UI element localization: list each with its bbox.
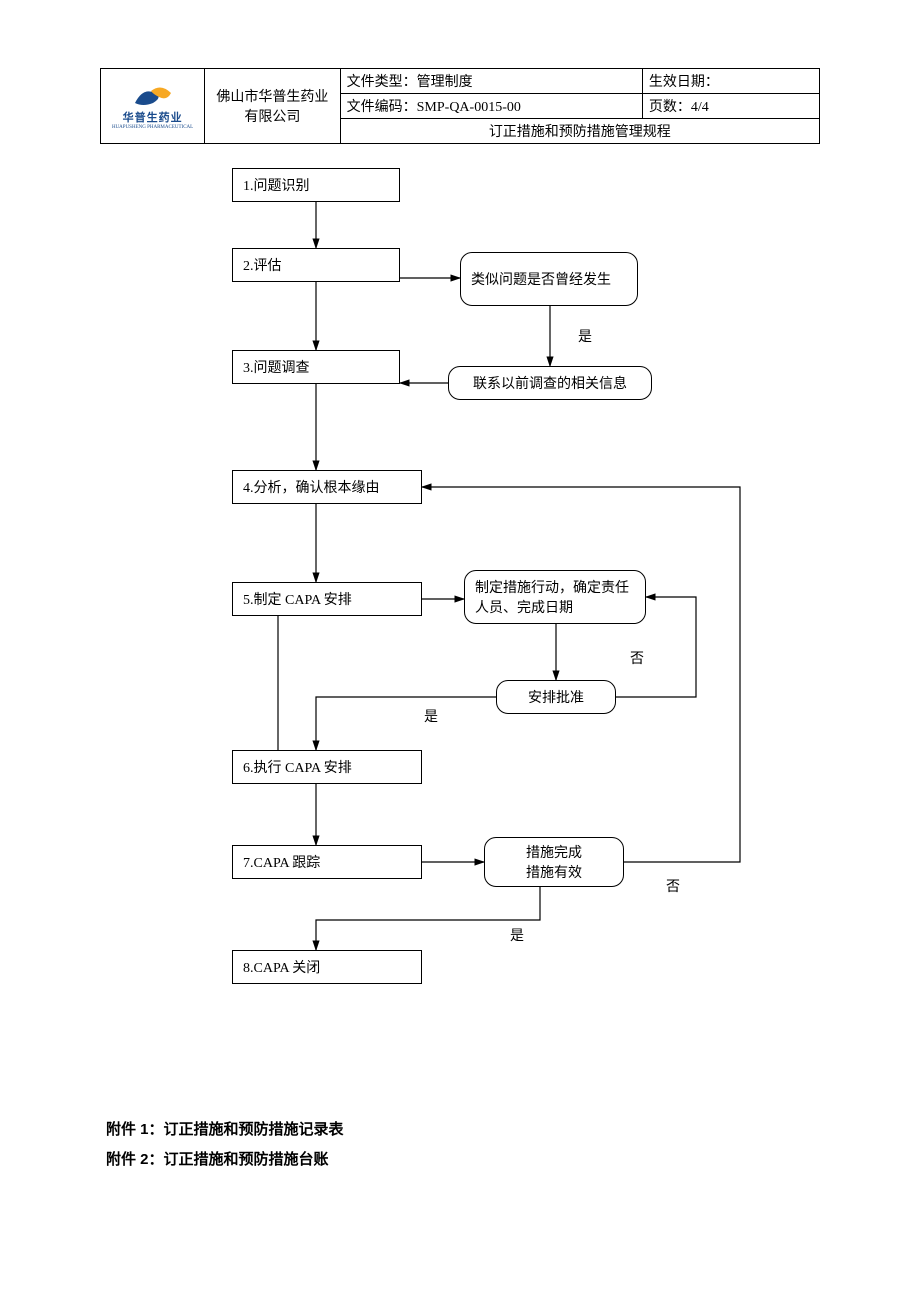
- flow-node-q3: 措施完成措施有效: [484, 837, 624, 887]
- flow-node-n4: 4.分析，确认根本缘由: [232, 470, 422, 504]
- document-title: 订正措施和预防措施管理规程: [340, 119, 819, 144]
- flow-node-n1: 1.问题识别: [232, 168, 400, 202]
- attachment-2: 附件 2：订正措施和预防措施台账: [106, 1145, 344, 1175]
- effective-date: 生效日期：: [642, 69, 819, 94]
- edge-label: 是: [510, 925, 524, 945]
- flow-node-n7: 7.CAPA 跟踪: [232, 845, 422, 879]
- page-number: 页数：4/4: [642, 94, 819, 119]
- flow-node-n6: 6.执行 CAPA 安排: [232, 750, 422, 784]
- flow-node-n3: 3.问题调查: [232, 350, 400, 384]
- edge-label: 是: [578, 326, 592, 346]
- logo-cell: 华普生药业 HUAPUSHENG PHARMACEUTICAL: [101, 69, 205, 144]
- flow-node-q1: 类似问题是否曾经发生: [460, 252, 638, 306]
- document-header: 华普生药业 HUAPUSHENG PHARMACEUTICAL 佛山市华普生药业…: [100, 68, 820, 144]
- doc-type: 文件类型：管理制度: [340, 69, 642, 94]
- flow-node-q2: 安排批准: [496, 680, 616, 714]
- flow-node-a1: 制定措施行动，确定责任人员、完成日期: [464, 570, 646, 624]
- edge-label: 是: [424, 706, 438, 726]
- company-name: 佛山市华普生药业有限公司: [205, 69, 340, 144]
- edge-label: 否: [630, 648, 644, 668]
- flow-node-n8: 8.CAPA 关闭: [232, 950, 422, 984]
- edge-label: 否: [666, 876, 680, 896]
- logo-subtext: HUAPUSHENG PHARMACEUTICAL: [107, 125, 198, 130]
- logo-text: 华普生药业: [107, 109, 198, 125]
- capa-flowchart: 1.问题识别 2.评估 类似问题是否曾经发生 3.问题调查 联系以前调查的相关信息 4.分…: [0, 150, 920, 1050]
- flow-node-n2: 2.评估: [232, 248, 400, 282]
- flow-node-n5: 5.制定 CAPA 安排: [232, 582, 422, 616]
- doc-code: 文件编码：SMP-QA-0015-00: [340, 94, 642, 119]
- attachment-1: 附件 1：订正措施和预防措施记录表: [106, 1115, 344, 1145]
- flow-node-i1: 联系以前调查的相关信息: [448, 366, 652, 400]
- logo-icon: [133, 83, 173, 109]
- attachments-list: 附件 1：订正措施和预防措施记录表 附件 2：订正措施和预防措施台账: [106, 1115, 344, 1175]
